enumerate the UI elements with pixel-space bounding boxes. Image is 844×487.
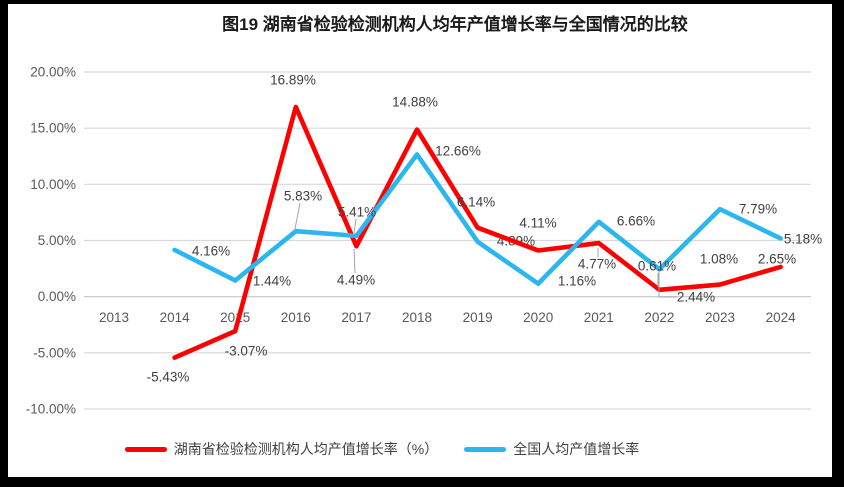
x-axis-category-label: 2020 [523, 310, 553, 325]
data-label-2017-series1: 5.41% [338, 205, 376, 220]
y-axis-tick-label: 20.00% [30, 65, 76, 80]
data-label-2021-series0: 4.77% [578, 257, 616, 272]
data-label-2015-series0: -3.07% [225, 344, 268, 359]
x-axis-category-label: 2016 [281, 310, 311, 325]
y-axis-tick-label: -5.00% [33, 345, 76, 360]
legend-label-hunan: 湖南省检验检测机构人均产值增长率（%） [173, 441, 439, 457]
data-label-2023-series1: 7.79% [739, 202, 777, 217]
data-label-2021-series1: 6.66% [617, 214, 655, 229]
legend-item-hunan: 湖南省检验检测机构人均产值增长率（%） [124, 439, 439, 459]
y-axis-tick-label: 0.00% [38, 289, 76, 304]
data-label-2017-series0: 4.49% [337, 273, 375, 288]
y-axis-tick-label: -10.00% [26, 401, 76, 416]
data-label-leader-line [658, 268, 677, 298]
x-axis-category-label: 2021 [584, 310, 614, 325]
legend-line-sample-hunan [124, 446, 167, 452]
data-label-2020-series0: 4.11% [519, 216, 556, 231]
x-axis-category-label: 2013 [99, 310, 129, 325]
x-axis-category-label: 2017 [341, 310, 371, 325]
x-axis-category-label: 2023 [705, 310, 735, 325]
data-label-2015-series1: 1.44% [253, 274, 291, 289]
series-line-hunan [172, 104, 783, 360]
series-line-national [172, 152, 783, 286]
y-axis-tick-label: 10.00% [30, 177, 76, 192]
data-label-2016-series0: 16.89% [270, 73, 316, 88]
data-label-2018-series1: 12.66% [435, 144, 481, 159]
chart-title: 图19 湖南省检验检测机构人均年产值增长率与全国情况的比较 [222, 15, 688, 34]
plot-area: 20.00% 15.00% 10.00% 5.00% 0.00% -5.00% -10.00… [26, 65, 822, 417]
x-axis-category-label: 2022 [644, 310, 674, 325]
data-label-2018-series0: 14.88% [392, 95, 438, 110]
legend-label-national: 全国人均产值增长率 [513, 441, 640, 457]
data-label-2016-series1: 5.83% [284, 189, 322, 204]
x-axis-category-label: 2024 [766, 310, 797, 325]
data-label-2024-series1: 5.18% [784, 232, 822, 247]
legend: 湖南省检验检测机构人均产值增长率（%） 全国人均产值增长率 [8, 437, 756, 461]
y-axis-tick-label: 15.00% [30, 121, 76, 136]
data-label-2014-series1: 4.16% [192, 244, 230, 259]
legend-line-sample-national [464, 446, 507, 452]
data-label-2019-series0: 6.14% [457, 195, 495, 210]
x-axis-category-label: 2014 [160, 310, 191, 325]
y-axis-tick-label: 5.00% [38, 233, 76, 248]
legend-item-national: 全国人均产值增长率 [464, 439, 639, 459]
data-label-2022-series0: 0.61% [638, 259, 676, 274]
data-label-leader-line [353, 218, 357, 234]
data-label-leader-line [294, 202, 301, 230]
data-label-2014-series0: -5.43% [147, 370, 190, 385]
x-axis-category-label: 2019 [463, 310, 493, 325]
x-axis-category-label: 2018 [402, 310, 432, 325]
data-label-2023-series0: 1.08% [700, 252, 738, 267]
x-axis-category-label: 2015 [220, 310, 250, 325]
data-label-leader-line [353, 248, 356, 274]
data-label-2020-series1: 1.16% [558, 274, 596, 289]
data-label-2022-series1: 2.44% [677, 290, 715, 305]
data-label-2024-series0: 2.65% [758, 252, 796, 267]
